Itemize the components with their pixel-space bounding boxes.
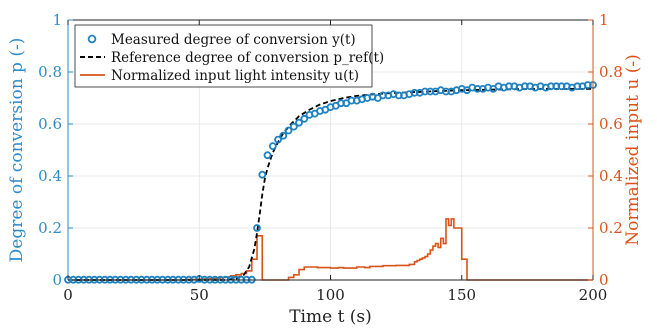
measured-point xyxy=(268,142,277,151)
x-axis-label: Time t (s) xyxy=(289,307,372,327)
legend-label-input: Normalized input light intensity u(t) xyxy=(111,68,359,84)
y-tick-label-right: 0 xyxy=(599,271,609,289)
measured-point xyxy=(300,114,309,123)
measured-point xyxy=(263,151,272,160)
axes xyxy=(67,19,594,281)
series-measured xyxy=(64,81,597,284)
y-tick-label-left: 0.4 xyxy=(38,167,62,185)
y-tick-label-left: 0.6 xyxy=(38,115,62,133)
x-tick-label: 0 xyxy=(63,286,73,304)
measured-point xyxy=(274,135,282,144)
y-tick-label-right: 0.4 xyxy=(599,167,623,185)
legend-label-measured: Measured degree of conversion y(t) xyxy=(111,32,356,48)
y-tick-label-left: 0.2 xyxy=(38,219,62,237)
measured-point xyxy=(289,122,298,131)
x-tick-label: 50 xyxy=(190,286,209,304)
x-tick-label: 100 xyxy=(316,286,345,304)
y-tick-label-right: 0.8 xyxy=(599,63,623,81)
measured-point xyxy=(253,224,261,232)
y-tick-label-right: 1 xyxy=(599,11,609,29)
measured-point xyxy=(284,126,293,135)
measured-point xyxy=(295,118,303,127)
y-axis-label-left: Degree of conversion p (-) xyxy=(7,38,27,263)
legend-label-reference: Reference degree of conversion p_ref(t) xyxy=(111,50,384,66)
y-tick-label-left: 0.8 xyxy=(38,63,62,81)
y-tick-label-left: 0 xyxy=(52,271,62,289)
legend-marker-measured xyxy=(87,34,97,44)
measured-point xyxy=(279,131,288,140)
y-tick-label-right: 0.6 xyxy=(599,115,623,133)
y-tick-label-left: 1 xyxy=(52,11,62,29)
y-tick-label-right: 0.2 xyxy=(599,219,623,237)
x-tick-label: 200 xyxy=(579,286,608,304)
measured-point xyxy=(258,170,267,179)
legend-box xyxy=(74,24,373,88)
y-axis-label-right: Normalized input u (-) xyxy=(623,54,643,245)
x-tick-label: 150 xyxy=(447,286,476,304)
legend: Measured degree of conversion y(t) Refer… xyxy=(74,24,384,88)
